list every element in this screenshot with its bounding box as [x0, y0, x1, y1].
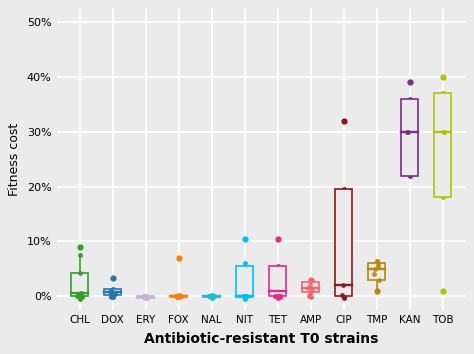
Bar — [72, 273, 88, 296]
Bar — [368, 263, 385, 280]
Bar — [170, 296, 187, 297]
Bar — [203, 296, 220, 297]
Bar — [401, 99, 418, 176]
Bar — [237, 266, 253, 297]
Y-axis label: Fitness cost: Fitness cost — [9, 122, 21, 196]
Bar — [137, 296, 154, 298]
Bar — [434, 93, 451, 198]
X-axis label: Antibiotic-resistant T0 strains: Antibiotic-resistant T0 strains — [144, 332, 378, 346]
Bar — [269, 266, 286, 296]
Bar — [302, 282, 319, 292]
Bar — [335, 189, 352, 296]
Bar — [104, 289, 121, 295]
